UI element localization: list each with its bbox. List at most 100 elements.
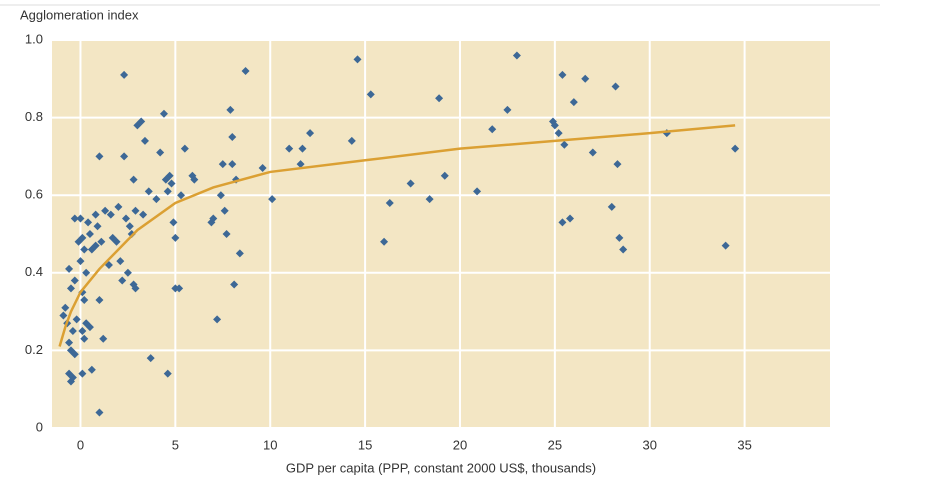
x-tick-label: 20	[453, 437, 467, 452]
data-point	[298, 144, 307, 153]
data-point	[566, 214, 575, 223]
data-point	[213, 315, 222, 324]
data-point	[615, 233, 624, 242]
data-point	[139, 210, 148, 219]
data-point	[731, 144, 740, 153]
data-point	[380, 237, 389, 246]
data-point	[159, 109, 168, 118]
data-point	[235, 249, 244, 258]
data-point	[285, 144, 294, 153]
data-point	[65, 338, 74, 347]
data-point	[613, 160, 622, 169]
data-point	[180, 144, 189, 153]
data-point	[70, 276, 79, 285]
x-tick-label: 30	[642, 437, 656, 452]
x-tick-label: 35	[737, 437, 751, 452]
data-point	[65, 264, 74, 273]
y-tick-label: 1.0	[25, 31, 43, 46]
data-point	[558, 70, 567, 79]
data-point	[74, 237, 83, 246]
data-point	[512, 51, 521, 60]
y-tick-label: 0.8	[25, 109, 43, 124]
data-point	[127, 230, 136, 238]
data-point	[123, 268, 132, 277]
data-point	[129, 175, 138, 184]
data-point	[85, 230, 94, 238]
data-point	[70, 350, 79, 359]
data-point	[228, 133, 237, 141]
y-tick-label: 0.2	[25, 342, 43, 357]
data-point	[353, 55, 362, 64]
data-point	[569, 98, 578, 107]
data-point	[78, 369, 87, 378]
x-axis-label: GDP per capita (PPP, constant 2000 US$, …	[286, 460, 596, 475]
data-point	[560, 140, 569, 149]
data-point	[78, 327, 87, 335]
plot-background	[52, 40, 830, 428]
data-point	[76, 257, 85, 266]
data-point	[87, 365, 96, 374]
data-point	[68, 327, 77, 335]
data-point	[435, 94, 444, 103]
data-point	[163, 369, 172, 378]
data-point	[156, 148, 165, 157]
data-point	[230, 280, 239, 289]
data-point	[306, 129, 315, 138]
trend-line	[58, 124, 736, 347]
data-point	[91, 241, 100, 250]
data-point	[554, 129, 563, 138]
data-point	[347, 136, 356, 145]
data-point	[112, 237, 121, 246]
data-point	[425, 195, 434, 204]
data-point	[106, 210, 115, 219]
data-point	[268, 195, 277, 204]
data-point	[70, 214, 79, 223]
x-tick-label: 10	[263, 437, 277, 452]
data-point	[120, 152, 129, 161]
data-point	[175, 284, 184, 293]
data-point	[72, 315, 81, 324]
data-point	[385, 198, 394, 207]
data-point	[95, 295, 104, 304]
data-point	[122, 214, 131, 223]
data-point	[177, 191, 186, 200]
data-point	[406, 179, 415, 188]
data-point	[125, 222, 134, 231]
data-point	[66, 284, 75, 293]
data-point	[558, 218, 567, 227]
data-point	[61, 303, 70, 312]
data-point	[165, 171, 174, 180]
data-point	[76, 214, 85, 223]
data-point	[152, 195, 161, 204]
data-point	[218, 160, 227, 169]
data-point	[721, 241, 730, 250]
data-point	[80, 295, 89, 304]
data-point	[82, 268, 91, 277]
data-point	[85, 323, 94, 332]
y-tick-label: 0.4	[25, 264, 43, 279]
data-point	[216, 191, 225, 200]
data-point	[99, 334, 108, 343]
data-point	[131, 206, 140, 215]
data-point	[228, 160, 237, 169]
data-point	[488, 125, 497, 134]
chart-title: Agglomeration index	[20, 7, 139, 22]
data-point	[114, 202, 123, 211]
data-point	[95, 408, 104, 417]
x-tick-label: 0	[77, 437, 84, 452]
data-point	[169, 218, 178, 227]
x-tick-label: 15	[358, 437, 372, 452]
data-point	[80, 334, 89, 343]
data-point	[171, 233, 180, 242]
data-point	[84, 218, 93, 227]
data-point	[581, 74, 590, 83]
data-point	[611, 82, 620, 91]
data-point	[440, 171, 449, 180]
data-point	[140, 136, 149, 145]
data-point	[296, 160, 305, 169]
data-point	[146, 354, 155, 363]
data-point	[59, 311, 68, 320]
data-point	[116, 257, 125, 266]
data-point	[163, 187, 172, 196]
